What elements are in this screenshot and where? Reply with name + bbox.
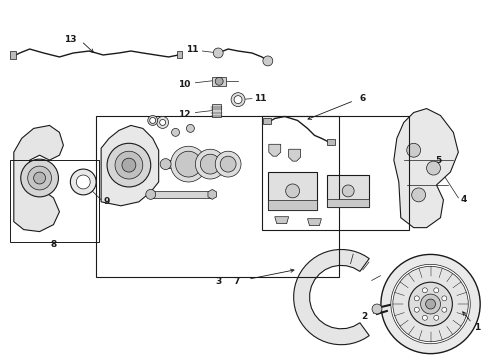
Circle shape: [215, 151, 241, 177]
Circle shape: [115, 151, 143, 179]
Circle shape: [160, 120, 166, 125]
Circle shape: [412, 188, 426, 202]
Bar: [212, 77, 226, 86]
Circle shape: [286, 184, 299, 198]
Circle shape: [422, 315, 427, 320]
Bar: [263, 118, 271, 125]
Bar: [166, 160, 210, 168]
Text: 1: 1: [474, 323, 481, 332]
Text: 3: 3: [215, 277, 221, 286]
Circle shape: [213, 48, 223, 58]
Circle shape: [434, 288, 439, 293]
Bar: [10, 51, 16, 59]
Polygon shape: [14, 125, 63, 231]
Text: 10: 10: [178, 80, 191, 89]
Circle shape: [146, 189, 156, 199]
Circle shape: [28, 166, 51, 190]
Circle shape: [415, 296, 419, 301]
Circle shape: [381, 255, 480, 354]
Text: 13: 13: [64, 35, 76, 44]
Circle shape: [157, 117, 169, 129]
Circle shape: [442, 307, 447, 312]
Circle shape: [215, 77, 223, 85]
Circle shape: [196, 149, 225, 179]
Bar: [212, 104, 221, 117]
Circle shape: [263, 56, 273, 66]
Circle shape: [434, 315, 439, 320]
Circle shape: [427, 161, 441, 175]
Bar: [10, 160, 99, 242]
Polygon shape: [289, 149, 300, 161]
Bar: [327, 199, 369, 207]
Circle shape: [34, 172, 46, 184]
Bar: [268, 172, 318, 210]
Circle shape: [122, 158, 136, 172]
Circle shape: [187, 125, 195, 132]
Circle shape: [160, 159, 171, 170]
Text: 7: 7: [234, 277, 240, 286]
Circle shape: [171, 146, 206, 182]
Circle shape: [172, 129, 179, 136]
Circle shape: [200, 154, 220, 174]
Circle shape: [342, 185, 354, 197]
Circle shape: [442, 296, 447, 301]
Circle shape: [148, 116, 158, 125]
Text: 6: 6: [359, 94, 366, 103]
Bar: [268, 200, 318, 210]
Circle shape: [175, 151, 201, 177]
Polygon shape: [269, 144, 281, 156]
Text: 5: 5: [436, 156, 442, 165]
Polygon shape: [275, 217, 289, 224]
Circle shape: [407, 143, 420, 157]
Circle shape: [422, 288, 427, 293]
Circle shape: [71, 169, 96, 195]
Text: 2: 2: [361, 312, 367, 321]
Text: 12: 12: [178, 110, 191, 119]
Text: 8: 8: [50, 239, 57, 248]
Text: 11: 11: [186, 45, 198, 54]
Bar: [262, 117, 409, 230]
Circle shape: [426, 299, 436, 309]
Bar: [327, 139, 335, 145]
Circle shape: [234, 96, 242, 104]
Circle shape: [231, 93, 245, 107]
Polygon shape: [394, 109, 458, 228]
Bar: [327, 175, 369, 207]
Text: 4: 4: [460, 195, 466, 204]
Polygon shape: [308, 219, 321, 226]
Circle shape: [391, 264, 470, 344]
Circle shape: [150, 117, 156, 123]
Polygon shape: [101, 125, 159, 206]
Circle shape: [420, 294, 441, 314]
Circle shape: [220, 156, 236, 172]
Polygon shape: [294, 249, 369, 345]
Bar: [151, 191, 212, 198]
Circle shape: [415, 307, 419, 312]
Circle shape: [107, 143, 151, 187]
Bar: [96, 117, 339, 277]
Circle shape: [21, 159, 58, 197]
Circle shape: [372, 304, 382, 314]
Circle shape: [409, 282, 452, 326]
Circle shape: [393, 266, 468, 342]
Text: 11: 11: [254, 94, 267, 103]
Bar: [176, 51, 182, 58]
Circle shape: [76, 175, 90, 189]
Text: 9: 9: [103, 197, 109, 206]
